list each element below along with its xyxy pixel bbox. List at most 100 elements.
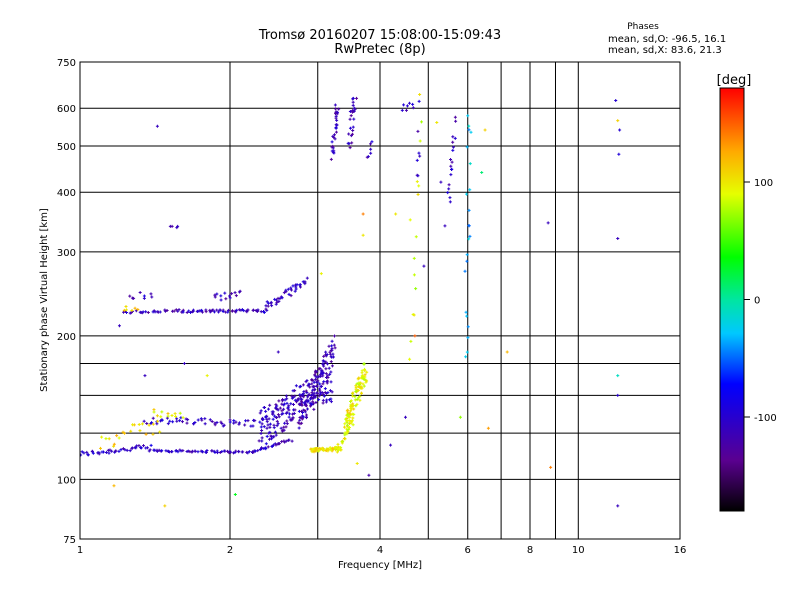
data-point: [284, 439, 288, 443]
data-point: [435, 121, 439, 125]
data-point: [291, 416, 295, 420]
data-point: [293, 398, 297, 402]
data-point: [176, 224, 180, 228]
data-point: [296, 421, 300, 425]
data-point: [274, 403, 278, 407]
data-point: [237, 449, 241, 453]
data-point: [309, 378, 313, 382]
data-point: [300, 402, 304, 406]
data-point: [100, 435, 104, 439]
data-point: [215, 308, 219, 312]
data-point: [322, 380, 326, 384]
data-point: [108, 448, 112, 452]
y-axis-label: Stationary phase Virtual Height [km]: [39, 208, 50, 392]
data-point: [314, 377, 318, 381]
data-point: [174, 449, 178, 453]
data-point: [264, 415, 268, 419]
data-point: [229, 450, 233, 454]
data-point: [465, 259, 469, 263]
data-point: [330, 344, 334, 348]
data-point: [349, 409, 353, 413]
data-point: [300, 421, 304, 425]
data-point: [237, 422, 241, 426]
data-point: [272, 435, 276, 439]
data-point: [344, 417, 348, 421]
data-point: [240, 308, 244, 312]
data-point: [263, 406, 267, 410]
data-point: [346, 408, 350, 412]
data-point: [336, 442, 340, 446]
data-point: [463, 269, 467, 273]
data-point: [186, 418, 190, 422]
data-point: [155, 124, 159, 128]
data-point: [348, 415, 352, 419]
data-point: [467, 237, 471, 241]
data-point: [119, 448, 123, 452]
x-axis-ticks: 1 2 4 6 8 10 16: [77, 545, 687, 556]
data-point: [483, 128, 487, 132]
data-point: [352, 407, 356, 411]
data-point: [265, 420, 269, 424]
x-tick-label: 2: [227, 545, 233, 556]
data-point: [178, 419, 182, 423]
data-point: [217, 310, 221, 314]
data-point: [450, 160, 454, 164]
data-point: [347, 142, 351, 146]
data-point: [268, 403, 272, 407]
data-point: [145, 422, 149, 426]
data-point: [343, 422, 347, 426]
data-point: [416, 193, 420, 197]
data-point: [222, 449, 226, 453]
y-tick-label: 300: [57, 248, 76, 259]
data-point: [466, 114, 470, 118]
data-point: [267, 431, 271, 435]
data-point: [411, 106, 415, 110]
data-point: [309, 395, 313, 399]
data-point: [158, 430, 162, 434]
data-point: [99, 446, 103, 450]
data-point: [204, 310, 208, 314]
data-point: [280, 440, 284, 444]
data-point: [246, 419, 250, 423]
data-point: [300, 409, 304, 413]
data-point: [330, 446, 334, 450]
data-point: [300, 392, 304, 396]
data-point: [137, 444, 141, 448]
data-point: [408, 218, 412, 222]
data-point: [205, 449, 209, 453]
data-point: [369, 151, 373, 155]
data-point: [341, 440, 345, 444]
data-point: [316, 379, 320, 383]
data-point: [181, 310, 185, 314]
data-point: [275, 416, 279, 420]
data-point: [276, 408, 280, 412]
data-point: [174, 415, 178, 419]
data-point: [349, 399, 353, 403]
data-point: [218, 451, 222, 455]
data-point: [151, 422, 155, 426]
data-point: [287, 415, 291, 419]
data-point: [292, 403, 296, 407]
data-point: [331, 134, 335, 138]
data-point: [222, 423, 226, 427]
data-point: [289, 288, 293, 292]
data-point: [355, 461, 359, 465]
data-point: [132, 423, 136, 427]
data-point: [546, 221, 550, 225]
data-point: [112, 484, 116, 488]
data-point: [305, 413, 309, 417]
data-point: [329, 448, 333, 452]
data-point: [104, 437, 108, 441]
data-point: [281, 428, 285, 432]
data-point: [348, 422, 352, 426]
data-point: [328, 389, 332, 393]
data-point: [170, 450, 174, 454]
data-point: [144, 432, 148, 436]
data-point: [82, 451, 86, 455]
data-point: [443, 224, 447, 228]
data-point: [451, 135, 455, 139]
data-point: [259, 425, 263, 429]
data-point: [284, 425, 288, 429]
data-point: [348, 411, 352, 415]
data-point: [298, 285, 302, 289]
